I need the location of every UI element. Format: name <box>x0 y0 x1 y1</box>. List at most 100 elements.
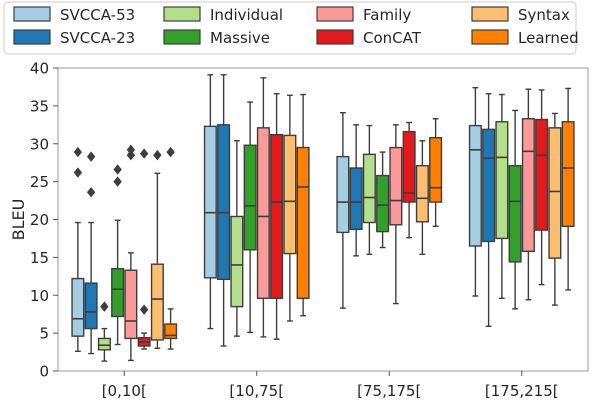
y-tick-label: 10 <box>30 287 49 305</box>
outlier-point <box>139 148 149 159</box>
outlier-point <box>113 164 122 175</box>
outlier-point <box>73 167 83 178</box>
legend-label: SVCCA-53 <box>60 6 135 24</box>
x-tick-label: [75,175[ <box>357 382 421 400</box>
box <box>124 144 138 362</box>
outlier-point <box>166 146 175 158</box>
legend-label: Family <box>363 6 411 24</box>
box <box>389 124 403 305</box>
plot-frame <box>57 67 589 372</box>
series-learned <box>164 87 575 350</box>
box-body <box>535 118 549 231</box>
box <box>495 93 509 299</box>
legend-item: Family <box>316 6 411 24</box>
box-body <box>415 165 429 223</box>
x-tick-label: [175,215[ <box>485 382 559 400</box>
series-syntax <box>150 94 562 349</box>
outlier-point <box>113 176 122 187</box>
box-body <box>336 155 350 234</box>
box-body <box>71 277 85 337</box>
box <box>508 109 522 310</box>
y-tick-label: 35 <box>30 97 49 115</box>
box <box>548 112 562 306</box>
box <box>283 94 297 322</box>
legend-swatch <box>471 29 509 45</box>
series-individual <box>97 93 509 362</box>
legend-frame <box>3 1 577 55</box>
box-body <box>203 125 217 279</box>
box <box>164 146 178 350</box>
legend-label: SVCCA-23 <box>60 29 135 47</box>
y-tick-label: 20 <box>30 211 49 229</box>
legend-item: SVCCA-53 <box>13 6 135 24</box>
legend-label: Individual <box>210 6 283 24</box>
box-body <box>376 174 390 233</box>
y-tick-label: 0 <box>39 363 49 381</box>
legend-swatch <box>471 6 509 22</box>
box <box>270 93 284 340</box>
legend-swatch <box>163 29 201 45</box>
box <box>243 101 257 334</box>
legend-swatch <box>316 29 354 45</box>
legend-swatch <box>13 29 51 45</box>
outlier-point <box>126 144 136 156</box>
box-body <box>548 127 562 259</box>
box <box>376 151 390 249</box>
outlier-point <box>100 301 109 312</box>
series-concat <box>137 89 549 350</box>
box-body <box>97 337 111 351</box>
box-body <box>150 263 164 341</box>
legend-label: Learned <box>518 29 579 47</box>
x-tick-label: [10,75[ <box>229 382 284 400</box>
y-tick-label: 30 <box>30 135 49 153</box>
x-axis: [0,10[ [10,75[ [75,175[ [175,215[ <box>102 371 559 400</box>
box <box>415 140 429 256</box>
box-body <box>508 165 522 263</box>
legend-label: Syntax <box>518 6 570 24</box>
box-body <box>164 323 178 340</box>
box <box>336 111 350 309</box>
series-massive <box>111 101 522 346</box>
y-tick-label: 25 <box>30 173 49 191</box>
y-tick-label: 40 <box>30 60 49 78</box>
box-body <box>402 130 416 203</box>
box-body <box>495 121 509 240</box>
legend-swatch <box>163 6 201 22</box>
legend-item: SVCCA-23 <box>13 29 135 47</box>
box <box>535 89 549 286</box>
box <box>349 124 363 257</box>
x-tick-label: [0,10[ <box>102 382 147 400</box>
box-body <box>256 127 270 299</box>
box <box>84 151 98 355</box>
box <box>150 149 164 349</box>
box-body <box>243 144 257 251</box>
legend-item: Syntax <box>471 6 570 24</box>
outlier-point <box>86 151 96 162</box>
legend-item: Massive <box>163 29 270 47</box>
box <box>521 88 535 301</box>
series-family <box>124 77 535 362</box>
box-body <box>362 153 376 224</box>
plot-area <box>57 67 589 372</box>
box-body <box>283 134 297 255</box>
y-tick-label: 5 <box>39 325 49 343</box>
box-body <box>482 128 496 243</box>
box-body <box>296 146 310 299</box>
box-body <box>111 268 125 318</box>
y-axis: 0 5 10 15 20 25 30 35 40 BLEU <box>9 60 58 381</box>
outlier-point <box>153 149 162 161</box>
box-body <box>521 118 535 253</box>
box-body <box>217 124 231 281</box>
box-body <box>124 269 138 340</box>
box-body <box>561 121 575 228</box>
outlier-point <box>126 149 136 161</box>
box <box>203 74 217 330</box>
outlier-point <box>86 187 96 198</box>
legend-label: Massive <box>210 29 270 47</box>
box-body <box>389 146 403 226</box>
box <box>217 74 231 347</box>
box-body <box>429 136 443 203</box>
box <box>230 140 244 337</box>
box <box>482 93 496 328</box>
